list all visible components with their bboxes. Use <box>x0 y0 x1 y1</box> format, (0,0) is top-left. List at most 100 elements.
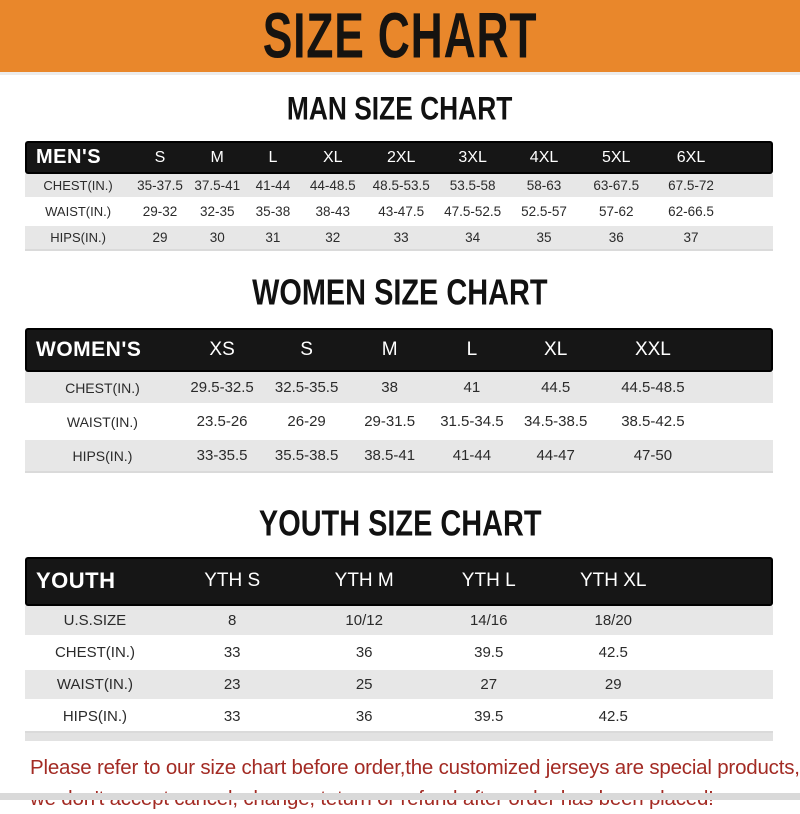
men-size-column-header: 5XL <box>579 141 653 175</box>
size-value: 32.5-35.5 <box>264 372 349 404</box>
women-section-heading: WOMEN SIZE CHART <box>0 273 800 314</box>
women-table-row: HIPS(IN.) 33-35.5 35.5-38.5 38.5-41 41-44 44-… <box>25 437 773 474</box>
size-value: 38-43 <box>300 197 366 224</box>
page-title: SIZE CHART <box>262 0 538 72</box>
men-size-column-header: XL <box>300 141 366 175</box>
size-value: 32-35 <box>188 197 246 224</box>
size-value: 48.5-53.5 <box>365 174 438 198</box>
section-youth: YOUTH SIZE CHART YOUTH YTH S YTH M YTH L YTH… <box>0 504 800 741</box>
size-value: 33 <box>365 223 438 252</box>
size-value: 43-47.5 <box>365 197 438 224</box>
size-value: 38 <box>348 372 431 404</box>
size-value: 34 <box>437 223 509 252</box>
youth-table-bottom-strip <box>25 732 773 741</box>
youth-section-heading: YOUTH SIZE CHART <box>0 504 800 545</box>
section-men: MAN SIZE CHART MEN'S S M L XL 2XL 3XL 4XL 5XL 6XL… <box>0 91 800 252</box>
size-value: 29.5-32.5 <box>179 372 265 404</box>
men-table-header-row: MEN'S S M L XL 2XL 3XL 4XL 5XL 6XL <box>25 141 773 175</box>
size-value: 67.5-72 <box>652 174 730 198</box>
row-filler <box>729 197 773 224</box>
row-filler <box>677 634 773 667</box>
men-size-table: MEN'S S M L XL 2XL 3XL 4XL 5XL 6XL CHEST(IN.) 35-37… <box>25 141 773 252</box>
size-value: 25 <box>299 666 429 699</box>
row-filler <box>677 666 773 699</box>
row-label: HIPS(IN.) <box>25 437 180 474</box>
men-table-corner-label: MEN'S <box>25 141 132 175</box>
men-size-column-header: S <box>131 141 189 175</box>
size-value: 26-29 <box>264 403 349 438</box>
women-table-header-row: WOMEN'S XS S M L XL XXL <box>25 328 773 373</box>
size-value: 42.5 <box>548 698 678 733</box>
size-value: 37 <box>652 223 730 252</box>
women-table-row: WAIST(IN.) 23.5-26 26-29 29-31.5 31.5-34.5 34… <box>25 403 773 438</box>
row-filler <box>729 223 773 252</box>
youth-table-row: WAIST(IN.) 23 25 27 29 <box>25 666 773 699</box>
row-filler <box>707 372 773 404</box>
size-value: 36 <box>579 223 653 252</box>
youth-size-table: YOUTH YTH S YTH M YTH L YTH XL U.S.SIZE 8 10/12… <box>25 556 773 733</box>
size-value: 29-32 <box>131 197 189 224</box>
size-value: 38.5-41 <box>348 437 431 474</box>
size-value: 31.5-34.5 <box>430 403 514 438</box>
size-value: 23.5-26 <box>179 403 265 438</box>
size-value: 41 <box>430 372 514 404</box>
row-filler <box>729 174 773 198</box>
youth-table-row: CHEST(IN.) 33 36 39.5 42.5 <box>25 634 773 667</box>
size-value: 35.5-38.5 <box>264 437 349 474</box>
row-filler <box>707 437 773 474</box>
men-section-heading: MAN SIZE CHART <box>0 91 800 127</box>
women-size-column-header: XS <box>179 328 265 373</box>
size-value: 10/12 <box>299 605 429 635</box>
men-size-column-header: 6XL <box>652 141 730 175</box>
men-table-row: CHEST(IN.) 35-37.5 37.5-41 41-44 44-48.5 48.5… <box>25 174 773 198</box>
youth-size-column-header: YTH M <box>299 556 429 606</box>
size-value: 33 <box>164 634 300 667</box>
size-value: 29 <box>131 223 189 252</box>
men-size-column-header: 3XL <box>437 141 509 175</box>
row-label: HIPS(IN.) <box>25 698 165 733</box>
youth-header-filler <box>677 556 773 606</box>
size-value: 14/16 <box>428 605 549 635</box>
size-value: 39.5 <box>428 634 549 667</box>
size-value: 44.5-48.5 <box>597 372 708 404</box>
size-value: 32 <box>300 223 366 252</box>
size-value: 39.5 <box>428 698 549 733</box>
row-filler <box>707 403 773 438</box>
section-women: WOMEN SIZE CHART WOMEN'S XS S M L XL XXL CHEST(… <box>0 273 800 474</box>
size-value: 30 <box>188 223 246 252</box>
footer-note-line-1: Please refer to our size chart before or… <box>30 755 800 779</box>
size-value: 35 <box>508 223 580 252</box>
size-value: 33 <box>164 698 300 733</box>
size-value: 27 <box>428 666 549 699</box>
size-value: 63-67.5 <box>579 174 653 198</box>
banner: SIZE CHART <box>0 0 800 75</box>
size-value: 41-44 <box>430 437 514 474</box>
size-value: 34.5-38.5 <box>513 403 598 438</box>
women-size-column-header: XXL <box>597 328 708 373</box>
men-header-filler <box>729 141 773 175</box>
row-filler <box>677 605 773 635</box>
women-section-heading-text: WOMEN SIZE CHART <box>252 273 548 314</box>
youth-size-column-header: YTH XL <box>548 556 678 606</box>
women-size-column-header: XL <box>513 328 598 373</box>
row-label: CHEST(IN.) <box>25 634 165 667</box>
women-size-table: WOMEN'S XS S M L XL XXL CHEST(IN.) 29.5-32.5 32.5… <box>25 328 773 474</box>
men-table-row: HIPS(IN.) 29 30 31 32 33 34 35 36 37 <box>25 223 773 252</box>
size-value: 29 <box>548 666 678 699</box>
size-value: 31 <box>245 223 301 252</box>
men-size-column-header: M <box>188 141 246 175</box>
row-filler <box>677 698 773 733</box>
youth-section-heading-text: YOUTH SIZE CHART <box>258 504 542 545</box>
women-table-row: CHEST(IN.) 29.5-32.5 32.5-35.5 38 41 44.5 44.5… <box>25 372 773 404</box>
size-value: 38.5-42.5 <box>597 403 708 438</box>
size-value: 37.5-41 <box>188 174 246 198</box>
footer-note: Please refer to our size chart before or… <box>30 752 800 814</box>
size-value: 35-38 <box>245 197 301 224</box>
size-value: 23 <box>164 666 300 699</box>
men-size-column-header: 4XL <box>508 141 580 175</box>
size-value: 41-44 <box>245 174 301 198</box>
size-value: 47-50 <box>597 437 708 474</box>
size-value: 47.5-52.5 <box>437 197 509 224</box>
row-label: U.S.SIZE <box>25 605 165 635</box>
